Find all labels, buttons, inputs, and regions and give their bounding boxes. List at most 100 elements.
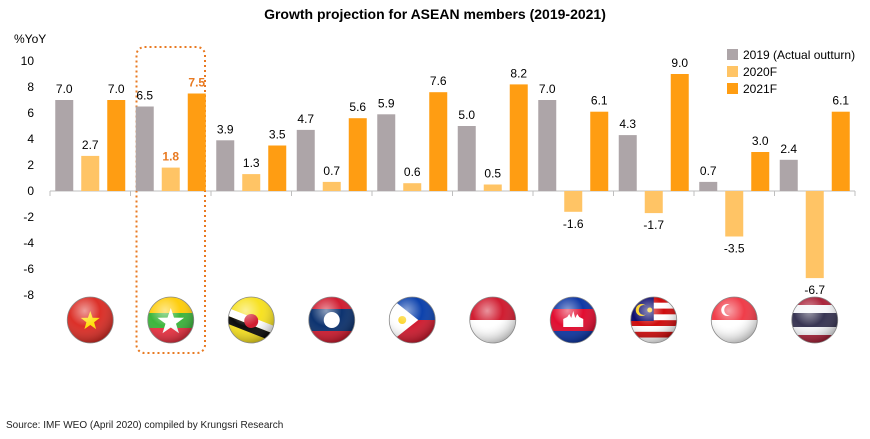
data-label: 0.7 bbox=[323, 164, 340, 178]
y-tick-label: 10 bbox=[21, 54, 35, 68]
data-label: 6.5 bbox=[136, 89, 153, 103]
myanmar-flag-icon bbox=[147, 297, 194, 343]
bar-3-brunei bbox=[268, 145, 287, 191]
data-label: 9.0 bbox=[671, 56, 688, 70]
bar-1-thailand bbox=[779, 159, 798, 191]
bar-3-indonesia bbox=[509, 84, 528, 191]
data-label: 2.4 bbox=[780, 142, 797, 156]
chart-title: Growth projection for ASEAN members (201… bbox=[264, 6, 606, 22]
y-tick-label: -2 bbox=[23, 210, 34, 224]
data-label: 7.0 bbox=[539, 82, 556, 96]
indonesia-flag-icon bbox=[469, 297, 516, 343]
data-label: 7.0 bbox=[108, 82, 125, 96]
data-label: 0.5 bbox=[484, 167, 501, 181]
data-label: 6.1 bbox=[591, 94, 608, 108]
data-label: 1.3 bbox=[243, 156, 260, 170]
singapore-flag-icon bbox=[711, 297, 758, 343]
data-label: 6.1 bbox=[832, 94, 849, 108]
data-label: -3.5 bbox=[724, 242, 745, 256]
bar-3-philippines bbox=[429, 92, 448, 191]
data-label: 3.9 bbox=[217, 122, 234, 136]
data-label: 2.7 bbox=[82, 138, 99, 152]
thailand-flag-icon bbox=[791, 297, 838, 343]
bar-2-malaysia bbox=[644, 191, 663, 214]
data-label: 7.5 bbox=[188, 76, 205, 90]
flag-rim bbox=[791, 296, 839, 344]
data-label: 1.8 bbox=[162, 150, 179, 164]
legend-swatch bbox=[727, 83, 738, 94]
vietnam-flag-icon bbox=[67, 297, 114, 343]
data-label: 0.6 bbox=[404, 165, 421, 179]
flag-rim bbox=[227, 296, 275, 344]
bar-3-singapore bbox=[751, 152, 770, 191]
bar-3-cambodia bbox=[590, 111, 609, 191]
bar-2-philippines bbox=[403, 183, 422, 191]
bar-2-singapore bbox=[725, 191, 744, 237]
flag-rim bbox=[710, 296, 758, 344]
data-label: 7.6 bbox=[430, 74, 447, 88]
bar-2-laos bbox=[322, 181, 341, 191]
data-label: -6.7 bbox=[804, 283, 825, 297]
bar-2-brunei bbox=[242, 174, 261, 191]
data-label: 7.0 bbox=[56, 82, 73, 96]
flag-rim bbox=[549, 296, 597, 344]
bar-3-vietnam bbox=[107, 100, 126, 191]
laos-flag-icon bbox=[308, 297, 355, 343]
bar-3-laos bbox=[348, 118, 367, 191]
bar-1-brunei bbox=[216, 140, 235, 191]
data-label: -1.7 bbox=[643, 218, 664, 232]
bar-1-vietnam bbox=[55, 100, 74, 191]
bar-1-laos bbox=[296, 129, 315, 191]
bar-2-vietnam bbox=[81, 155, 100, 191]
bar-3-thailand bbox=[831, 111, 850, 191]
y-axis-unit-label: %YoY bbox=[14, 32, 47, 46]
brunei-flag-icon bbox=[228, 297, 275, 343]
data-label: -1.6 bbox=[563, 217, 584, 231]
bar-1-singapore bbox=[699, 181, 718, 191]
legend-swatch bbox=[727, 49, 738, 60]
y-tick-label: -8 bbox=[23, 288, 34, 302]
data-label: 4.7 bbox=[297, 112, 314, 126]
bar-1-malaysia bbox=[618, 135, 637, 191]
bar-2-indonesia bbox=[483, 184, 502, 191]
highlight-box bbox=[135, 46, 206, 354]
data-label: 3.5 bbox=[269, 128, 286, 142]
bar-2-thailand bbox=[805, 191, 824, 279]
legend-entry: 2020F bbox=[743, 65, 777, 79]
bar-1-myanmar bbox=[135, 106, 154, 191]
legend-entry: 2019 (Actual outturn) bbox=[743, 48, 855, 62]
data-label: 5.6 bbox=[349, 100, 366, 114]
data-label: 5.0 bbox=[458, 108, 475, 122]
malaysia-flag-icon bbox=[630, 297, 677, 343]
bar-3-malaysia bbox=[670, 74, 689, 191]
data-label: 0.7 bbox=[700, 164, 717, 178]
cambodia-flag-icon bbox=[550, 297, 597, 343]
bar-1-cambodia bbox=[538, 100, 557, 191]
flag-rim bbox=[630, 296, 678, 344]
flag-rim bbox=[66, 296, 114, 344]
bar-1-philippines bbox=[377, 114, 396, 191]
y-tick-label: 6 bbox=[27, 106, 34, 120]
data-label: 4.3 bbox=[619, 117, 636, 131]
flag-rim bbox=[388, 296, 436, 344]
y-tick-label: -4 bbox=[23, 236, 34, 250]
legend-entry: 2021F bbox=[743, 82, 777, 96]
y-tick-label: 0 bbox=[27, 184, 34, 198]
flag-rim bbox=[469, 296, 517, 344]
y-tick-label: 4 bbox=[27, 132, 34, 146]
y-tick-label: -6 bbox=[23, 262, 34, 276]
data-label: 3.0 bbox=[752, 134, 769, 148]
data-label: 5.9 bbox=[378, 96, 395, 110]
y-tick-label: 8 bbox=[27, 80, 34, 94]
flag-rim bbox=[308, 296, 356, 344]
philippines-flag-icon bbox=[389, 297, 436, 343]
source-note: Source: IMF WEO (April 2020) compiled by… bbox=[6, 420, 284, 431]
y-tick-label: 2 bbox=[27, 158, 34, 172]
bar-3-myanmar bbox=[187, 93, 206, 191]
flag-rim bbox=[147, 296, 195, 344]
bar-1-indonesia bbox=[457, 126, 476, 191]
bar-2-cambodia bbox=[564, 191, 583, 212]
legend-swatch bbox=[727, 66, 738, 77]
bar-2-myanmar bbox=[161, 167, 180, 191]
